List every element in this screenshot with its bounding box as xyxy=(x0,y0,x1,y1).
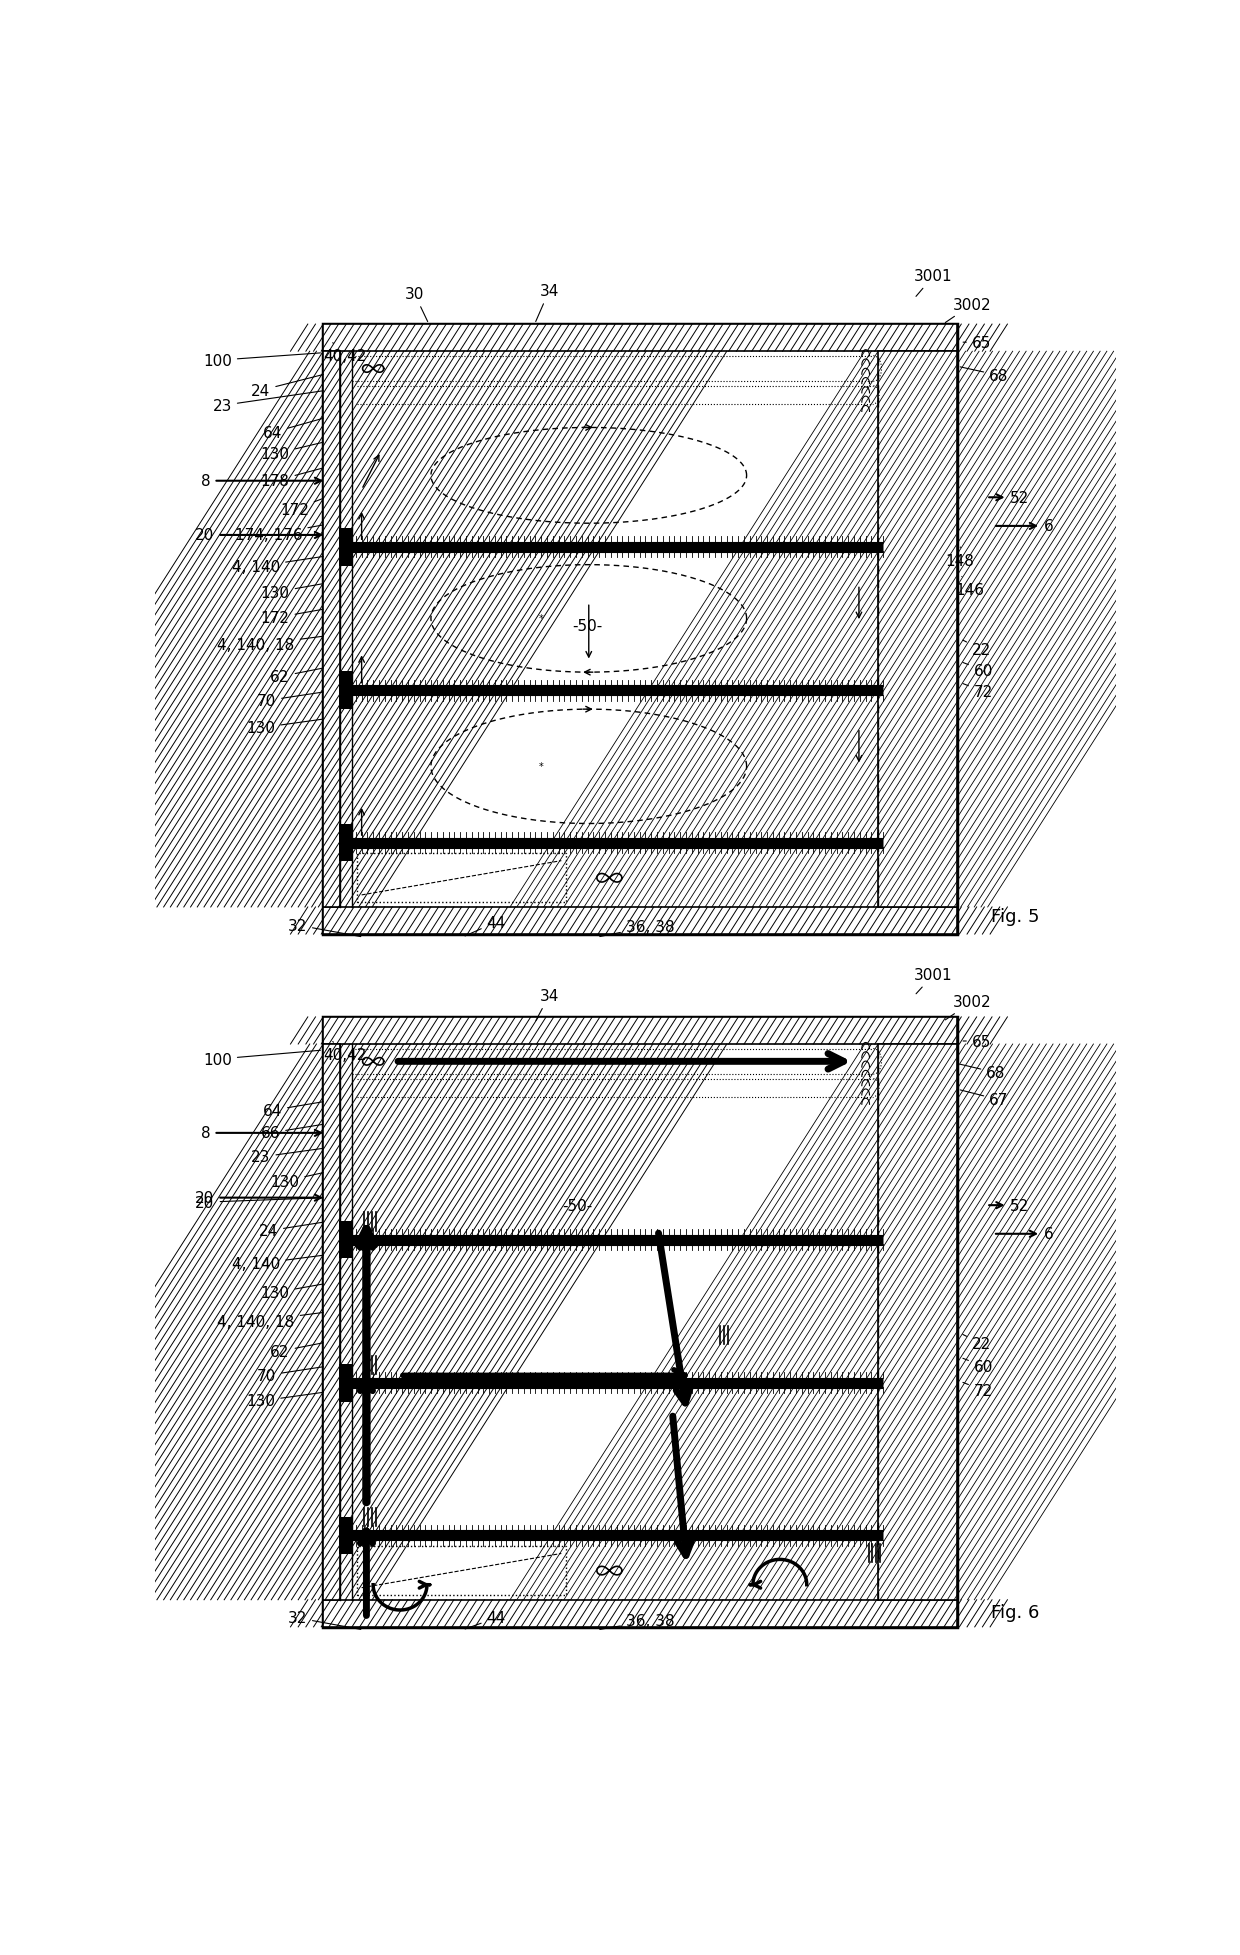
Bar xyxy=(324,1044,341,1599)
Text: 20: 20 xyxy=(196,1191,321,1206)
Text: 44: 44 xyxy=(465,915,506,936)
Text: 172: 172 xyxy=(280,499,324,518)
Text: 34: 34 xyxy=(536,283,559,323)
Text: 3002: 3002 xyxy=(945,995,991,1021)
Text: 3001: 3001 xyxy=(914,270,952,297)
Text: -50-: -50- xyxy=(563,1198,593,1212)
Text: -50-: -50- xyxy=(573,618,603,633)
Text: 23: 23 xyxy=(250,1150,324,1165)
Bar xyxy=(357,1546,567,1595)
Text: 8: 8 xyxy=(201,1126,321,1142)
Text: 60: 60 xyxy=(963,663,993,678)
Bar xyxy=(339,1365,353,1402)
Bar xyxy=(339,528,353,567)
Bar xyxy=(324,1599,957,1627)
Bar xyxy=(878,1044,957,1599)
Text: 6: 6 xyxy=(996,520,1054,534)
Text: 34: 34 xyxy=(536,989,559,1021)
Bar xyxy=(339,1222,353,1259)
Bar xyxy=(324,907,957,934)
Text: Fig. 5: Fig. 5 xyxy=(991,907,1039,925)
Text: 4, 140: 4, 140 xyxy=(232,1255,324,1273)
Text: 72: 72 xyxy=(963,1382,993,1398)
Bar xyxy=(324,1017,957,1044)
Text: 178: 178 xyxy=(260,469,324,489)
Bar xyxy=(339,825,353,862)
Bar xyxy=(878,1044,957,1599)
Text: 100: 100 xyxy=(203,354,320,369)
Text: 66: 66 xyxy=(260,1124,324,1142)
Bar xyxy=(339,673,353,710)
Text: 62: 62 xyxy=(270,669,324,684)
Text: *: * xyxy=(538,762,543,772)
Text: 24: 24 xyxy=(259,1222,324,1239)
Text: 4, 140, 18: 4, 140, 18 xyxy=(217,637,324,653)
Text: 6: 6 xyxy=(996,1226,1054,1241)
Text: 3002: 3002 xyxy=(945,297,991,323)
Text: 32: 32 xyxy=(288,919,361,936)
Bar xyxy=(878,352,957,907)
Text: 52: 52 xyxy=(990,491,1029,506)
Text: 148: 148 xyxy=(945,547,973,569)
Text: 3001: 3001 xyxy=(914,968,952,995)
Text: 130: 130 xyxy=(260,444,324,461)
Text: 36, 38: 36, 38 xyxy=(600,1613,675,1630)
Text: *: * xyxy=(538,614,543,624)
Text: 40,42: 40,42 xyxy=(324,344,367,364)
Text: 20: 20 xyxy=(196,528,321,543)
Text: 40,42: 40,42 xyxy=(324,1042,367,1062)
Text: 64: 64 xyxy=(263,418,324,440)
Bar xyxy=(878,352,957,907)
Text: 64: 64 xyxy=(263,1103,324,1118)
Text: 130: 130 xyxy=(247,1392,324,1410)
Text: 22: 22 xyxy=(962,641,991,657)
Bar xyxy=(324,1017,957,1044)
Bar xyxy=(339,1517,353,1554)
Text: 52: 52 xyxy=(990,1198,1029,1212)
Text: 67: 67 xyxy=(960,1091,1008,1108)
Text: 8: 8 xyxy=(201,473,321,489)
Text: 70: 70 xyxy=(257,1367,324,1382)
Text: 24: 24 xyxy=(250,375,324,399)
Text: 44: 44 xyxy=(465,1611,506,1629)
Bar xyxy=(357,854,567,903)
Text: 4, 140: 4, 140 xyxy=(232,557,324,575)
Text: 130: 130 xyxy=(247,719,324,735)
Text: 72: 72 xyxy=(963,684,993,700)
Bar xyxy=(324,1044,341,1599)
Bar xyxy=(324,325,957,352)
Text: 172: 172 xyxy=(260,610,324,626)
Text: 36, 38: 36, 38 xyxy=(600,919,675,936)
Text: 68: 68 xyxy=(960,368,1008,383)
Text: 130: 130 xyxy=(270,1173,324,1189)
Text: 146: 146 xyxy=(956,577,985,598)
Text: 130: 130 xyxy=(260,585,324,600)
Text: 30: 30 xyxy=(404,287,428,323)
Text: 4, 140, 18: 4, 140, 18 xyxy=(217,1314,324,1329)
Text: 65: 65 xyxy=(963,336,991,350)
Bar xyxy=(324,352,341,907)
Bar xyxy=(324,1599,957,1627)
Bar xyxy=(324,325,957,352)
Bar xyxy=(324,352,341,907)
Text: 68: 68 xyxy=(960,1065,1006,1081)
Text: 70: 70 xyxy=(257,692,324,710)
Text: 60: 60 xyxy=(963,1359,993,1374)
Text: 23: 23 xyxy=(212,391,324,414)
Bar xyxy=(324,1017,957,1627)
Text: 130: 130 xyxy=(260,1284,324,1300)
Bar xyxy=(324,907,957,934)
Text: 62: 62 xyxy=(270,1343,324,1359)
Text: 22: 22 xyxy=(962,1335,991,1351)
Text: 32: 32 xyxy=(288,1611,361,1630)
Text: 20: 20 xyxy=(196,1195,324,1210)
Text: 100: 100 xyxy=(203,1050,320,1067)
Text: 65: 65 xyxy=(963,1034,991,1050)
Text: 174, 176: 174, 176 xyxy=(234,526,324,543)
Text: Fig. 6: Fig. 6 xyxy=(991,1603,1039,1621)
Bar xyxy=(324,325,957,934)
